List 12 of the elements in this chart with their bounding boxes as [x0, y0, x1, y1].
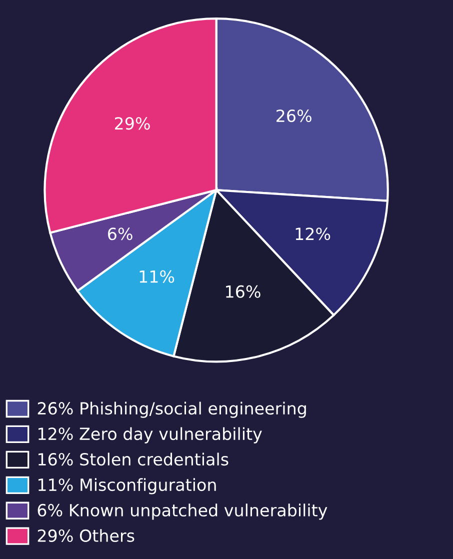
data-label: 6% — [108, 228, 132, 240]
data-label: 29% — [114, 117, 150, 130]
legend-label: 6% Known unpatched vulnerability — [38, 504, 328, 520]
legend-label: 12% Zero day vulnerability — [38, 427, 262, 444]
data-label: 11% — [140, 270, 174, 283]
legend-label: 11% Misconfiguration — [38, 478, 216, 494]
data-label: 26% — [276, 109, 312, 122]
legend-label: 29% Others — [38, 529, 134, 542]
data-label: 16% — [226, 285, 260, 298]
legend-label: 16% Stolen credentials — [38, 452, 228, 466]
legend-label: 26% Phishing/social engineering — [38, 402, 306, 418]
data-label: 12% — [296, 228, 330, 240]
